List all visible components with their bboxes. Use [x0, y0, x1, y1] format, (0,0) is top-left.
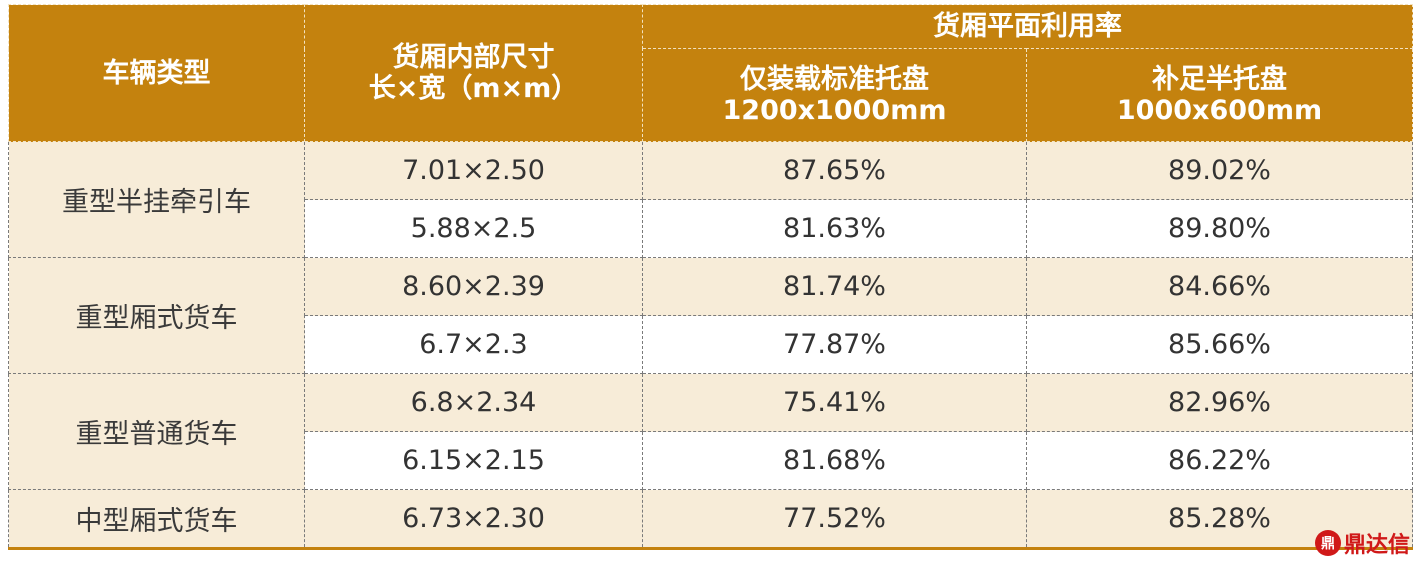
dimension-cell: 7.01×2.50: [304, 141, 643, 200]
table-row: 6.15×2.15 81.68% 86.22%: [9, 431, 1413, 490]
table-row: 重型普通货车 6.8×2.34 75.41% 82.96%: [8, 373, 1413, 490]
std-pallet-cell: 77.87%: [642, 315, 1027, 374]
header-std-pallet-line1: 仅装载标准托盘: [740, 64, 929, 95]
half-pallet-cell: 86.22%: [1026, 431, 1413, 490]
std-pallet-cell: 81.68%: [642, 431, 1027, 490]
header-dimensions-line2: 长×宽（m×m）: [368, 73, 579, 104]
half-pallet-cell: 82.96%: [1026, 373, 1413, 432]
dimension-cell: 6.8×2.34: [304, 373, 643, 432]
header-vehicle-type: 车辆类型: [8, 4, 305, 142]
table-row: 5.88×2.5 81.63% 89.80%: [9, 199, 1413, 258]
table-row: 重型半挂牵引车 7.01×2.50 87.65% 89.02%: [8, 141, 1413, 258]
dimension-cell: 5.88×2.5: [304, 199, 643, 258]
vehicle-type-cell: 重型厢式货车: [8, 257, 305, 374]
std-pallet-cell: 81.63%: [642, 199, 1027, 258]
std-pallet-cell: 81.74%: [642, 257, 1027, 316]
utilization-table: 车辆类型 货厢内部尺寸 长×宽（m×m） 货厢平面利用率 仅装载标准托盘 120…: [8, 4, 1413, 550]
std-pallet-cell: 87.65%: [642, 141, 1027, 200]
header-half-pallet-line1: 补足半托盘: [1152, 64, 1287, 95]
dimension-cell: 6.73×2.30: [304, 489, 643, 550]
table-row: 中型厢式货车 6.73×2.30 77.52% 85.28%: [8, 489, 1413, 550]
header-half-pallet: 补足半托盘 1000x600mm: [1026, 48, 1413, 142]
header-half-pallet-line2: 1000x600mm: [1116, 95, 1323, 126]
half-pallet-cell: 89.02%: [1026, 141, 1413, 200]
header-dimensions: 货厢内部尺寸 长×宽（m×m）: [304, 4, 643, 142]
table-row: 重型厢式货车 8.60×2.39 81.74% 84.66%: [8, 257, 1413, 374]
vehicle-type-cell: 重型普通货车: [8, 373, 305, 490]
watermark-text: 鼎达信: [1343, 533, 1410, 558]
half-pallet-cell: 85.28%: [1026, 489, 1413, 550]
half-pallet-cell: 85.66%: [1026, 315, 1413, 374]
vehicle-type-cell: 重型半挂牵引车: [8, 141, 305, 258]
table-row: 6.7×2.3 77.87% 85.66%: [9, 315, 1413, 374]
header-std-pallet: 仅装载标准托盘 1200x1000mm: [642, 48, 1027, 142]
dimension-cell: 6.7×2.3: [304, 315, 643, 374]
half-pallet-cell: 89.80%: [1026, 199, 1413, 258]
dingdaxin-logo-icon: 鼎: [1314, 530, 1341, 556]
dimension-cell: 8.60×2.39: [304, 257, 643, 316]
std-pallet-cell: 75.41%: [642, 373, 1027, 432]
header-utilization: 货厢平面利用率: [642, 4, 1413, 49]
header-std-pallet-line2: 1200x1000mm: [722, 95, 947, 126]
header-dimensions-line1: 货厢内部尺寸: [392, 42, 555, 73]
dimension-cell: 6.15×2.15: [304, 431, 643, 490]
std-pallet-cell: 77.52%: [642, 489, 1027, 550]
half-pallet-cell: 84.66%: [1026, 257, 1413, 316]
watermark: 鼎 鼎达信: [1314, 527, 1410, 559]
vehicle-type-cell: 中型厢式货车: [8, 489, 305, 550]
